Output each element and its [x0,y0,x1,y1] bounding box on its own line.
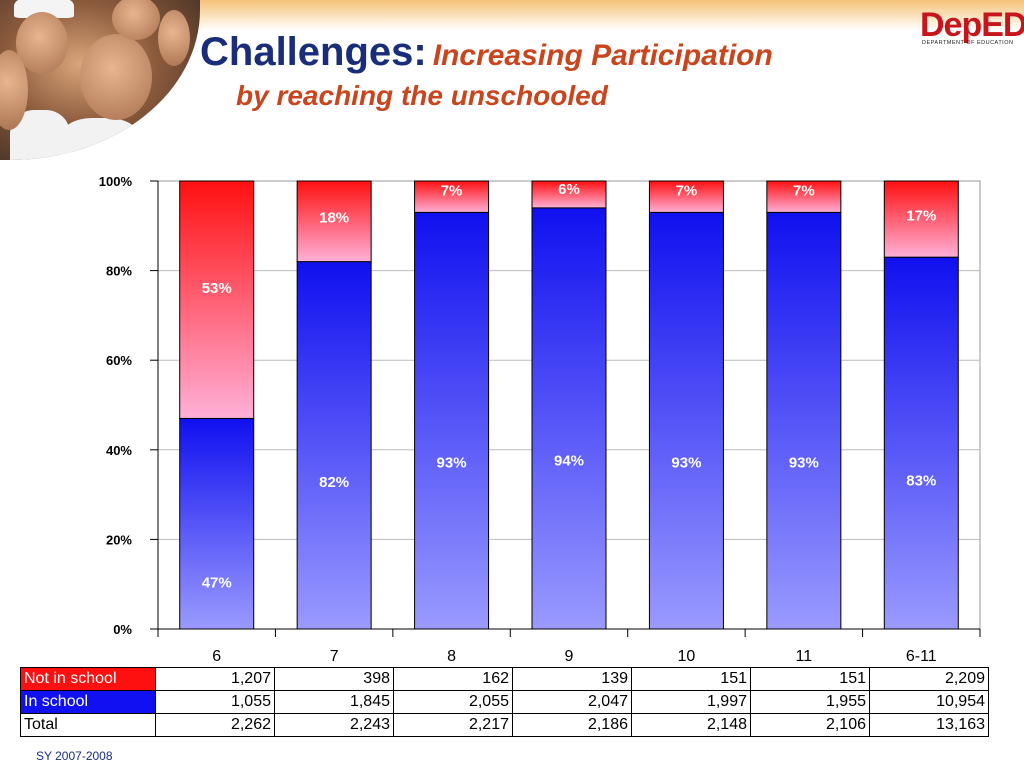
table-cell: 398 [274,667,394,691]
bar-in-school [883,256,959,630]
deped-logo: DepED DEPARTMENT OF EDUCATION [920,6,1024,48]
bar-not-in-school [648,180,724,213]
table-cell: 2,186 [512,713,632,737]
label-not-in-school: 18% [319,209,349,226]
table-cell: 139 [512,667,632,691]
bar-in-school [414,211,490,630]
bar-in-school [296,261,372,630]
label-in-school: 82% [319,474,349,491]
table-cell: 2,243 [274,713,394,737]
page-subtitle: by reaching the unschooled [236,80,608,111]
logo-wordmark: DepED [920,6,1024,44]
table-cell: 1,845 [274,690,394,714]
table-cell: 1,997 [631,690,751,714]
stacked-bar-chart: 0% 20% 40% 60% 80% 100% 47% 53% 6 82% 18% 7 93% 7% 8 94… [99,174,981,665]
table-cell: 2,209 [869,667,989,691]
x-tick-label: 6-11 [906,648,937,665]
table-cell: 151 [631,667,751,691]
table-row: Not in school 1,207 398 162 139 151 151 2,209 [20,667,989,691]
title-main: Challenges: [200,30,427,74]
table-cell: 162 [393,667,513,691]
table-row: In school 1,055 1,845 2,055 2,047 1,997 1,955 1… [20,690,989,714]
bar-in-school [179,417,255,630]
table-cell: 2,106 [750,713,870,737]
table-cell: 13,163 [869,713,989,737]
x-tick-label: 9 [565,648,574,665]
x-tick-label: 7 [330,648,339,665]
x-tick-label: 6 [212,648,221,665]
table-cell: 2,217 [393,713,513,737]
bar-not-in-school [531,180,607,209]
bar-in-school [648,211,724,630]
x-tick-label: 10 [678,648,696,665]
bar-in-school [766,211,842,630]
y-tick-label: 0% [113,622,132,637]
x-tick-label: 8 [447,648,456,665]
label-not-in-school: 6% [558,181,580,198]
page-title: Challenges: Increasing Participation [200,30,773,75]
y-tick-label: 100% [99,174,133,189]
bar-not-in-school [414,180,490,213]
y-tick-label: 40% [106,443,132,458]
table-cell: 2,148 [631,713,751,737]
row-label: Total [20,713,156,737]
table-cell: 1,207 [155,667,275,691]
logo-subtext: DEPARTMENT OF EDUCATION [922,40,1014,46]
x-tick-label: 11 [796,648,813,665]
label-not-in-school: 7% [676,182,698,199]
bar-in-school [531,207,607,630]
bar-not-in-school [883,180,959,258]
source-note: SY 2007-2008 [36,749,113,763]
label-in-school: 47% [202,575,232,592]
label-not-in-school: 7% [441,182,463,199]
row-label: In school [20,690,156,714]
bar-not-in-school [766,180,842,213]
table-cell: 1,955 [750,690,870,714]
row-label: Not in school [20,667,156,691]
table-row: Total 2,262 2,243 2,217 2,186 2,148 2,106 13,16… [20,713,989,737]
bar-not-in-school [179,180,255,419]
label-in-school: 94% [554,453,584,470]
table-cell: 2,047 [512,690,632,714]
table-cell: 2,055 [393,690,513,714]
label-in-school: 93% [789,454,819,471]
y-tick-label: 60% [106,353,132,368]
label-not-in-school: 17% [906,207,936,224]
bar-not-in-school [296,180,372,263]
children-photo [0,0,200,160]
label-not-in-school: 7% [793,182,815,199]
y-tick-label: 80% [106,264,132,279]
label-not-in-school: 53% [202,280,232,297]
label-in-school: 83% [906,472,936,489]
table-cell: 1,055 [155,690,275,714]
table-cell: 10,954 [869,690,989,714]
title-emphasis: Increasing Participation [432,39,773,72]
table-cell: 2,262 [155,713,275,737]
y-tick-label: 20% [106,532,132,547]
label-in-school: 93% [437,454,467,471]
table-cell: 151 [750,667,870,691]
data-table: Not in school 1,207 398 162 139 151 151 2,209 In… [20,667,989,737]
label-in-school: 93% [671,454,701,471]
